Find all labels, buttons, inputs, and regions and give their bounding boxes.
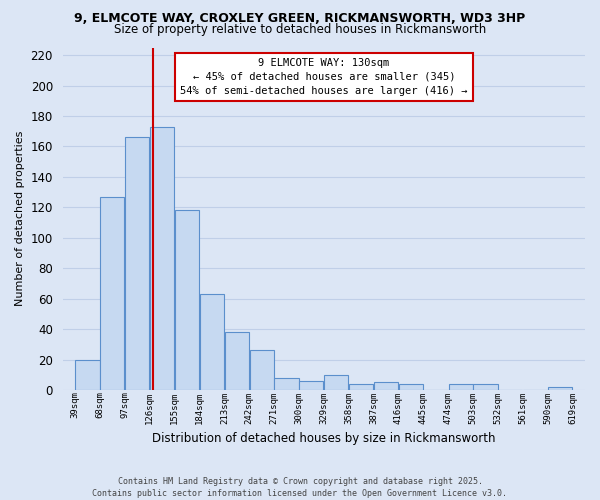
Text: Contains HM Land Registry data © Crown copyright and database right 2025.
Contai: Contains HM Land Registry data © Crown c… <box>92 476 508 498</box>
Bar <box>274 378 299 390</box>
Bar <box>548 387 572 390</box>
X-axis label: Distribution of detached houses by size in Rickmansworth: Distribution of detached houses by size … <box>152 432 496 445</box>
Bar <box>250 350 274 390</box>
Bar <box>150 126 174 390</box>
Bar <box>399 384 423 390</box>
Bar <box>125 138 149 390</box>
Text: 9, ELMCOTE WAY, CROXLEY GREEN, RICKMANSWORTH, WD3 3HP: 9, ELMCOTE WAY, CROXLEY GREEN, RICKMANSW… <box>74 12 526 26</box>
Bar <box>349 384 373 390</box>
Bar <box>299 381 323 390</box>
Bar <box>374 382 398 390</box>
Bar <box>449 384 473 390</box>
Bar <box>324 375 349 390</box>
Bar <box>200 294 224 390</box>
Text: 9 ELMCOTE WAY: 130sqm
← 45% of detached houses are smaller (345)
54% of semi-det: 9 ELMCOTE WAY: 130sqm ← 45% of detached … <box>180 58 467 96</box>
Bar <box>76 360 100 390</box>
Bar <box>473 384 497 390</box>
Y-axis label: Number of detached properties: Number of detached properties <box>15 131 25 306</box>
Bar <box>100 196 124 390</box>
Text: Size of property relative to detached houses in Rickmansworth: Size of property relative to detached ho… <box>114 22 486 36</box>
Bar <box>175 210 199 390</box>
Bar <box>224 332 249 390</box>
